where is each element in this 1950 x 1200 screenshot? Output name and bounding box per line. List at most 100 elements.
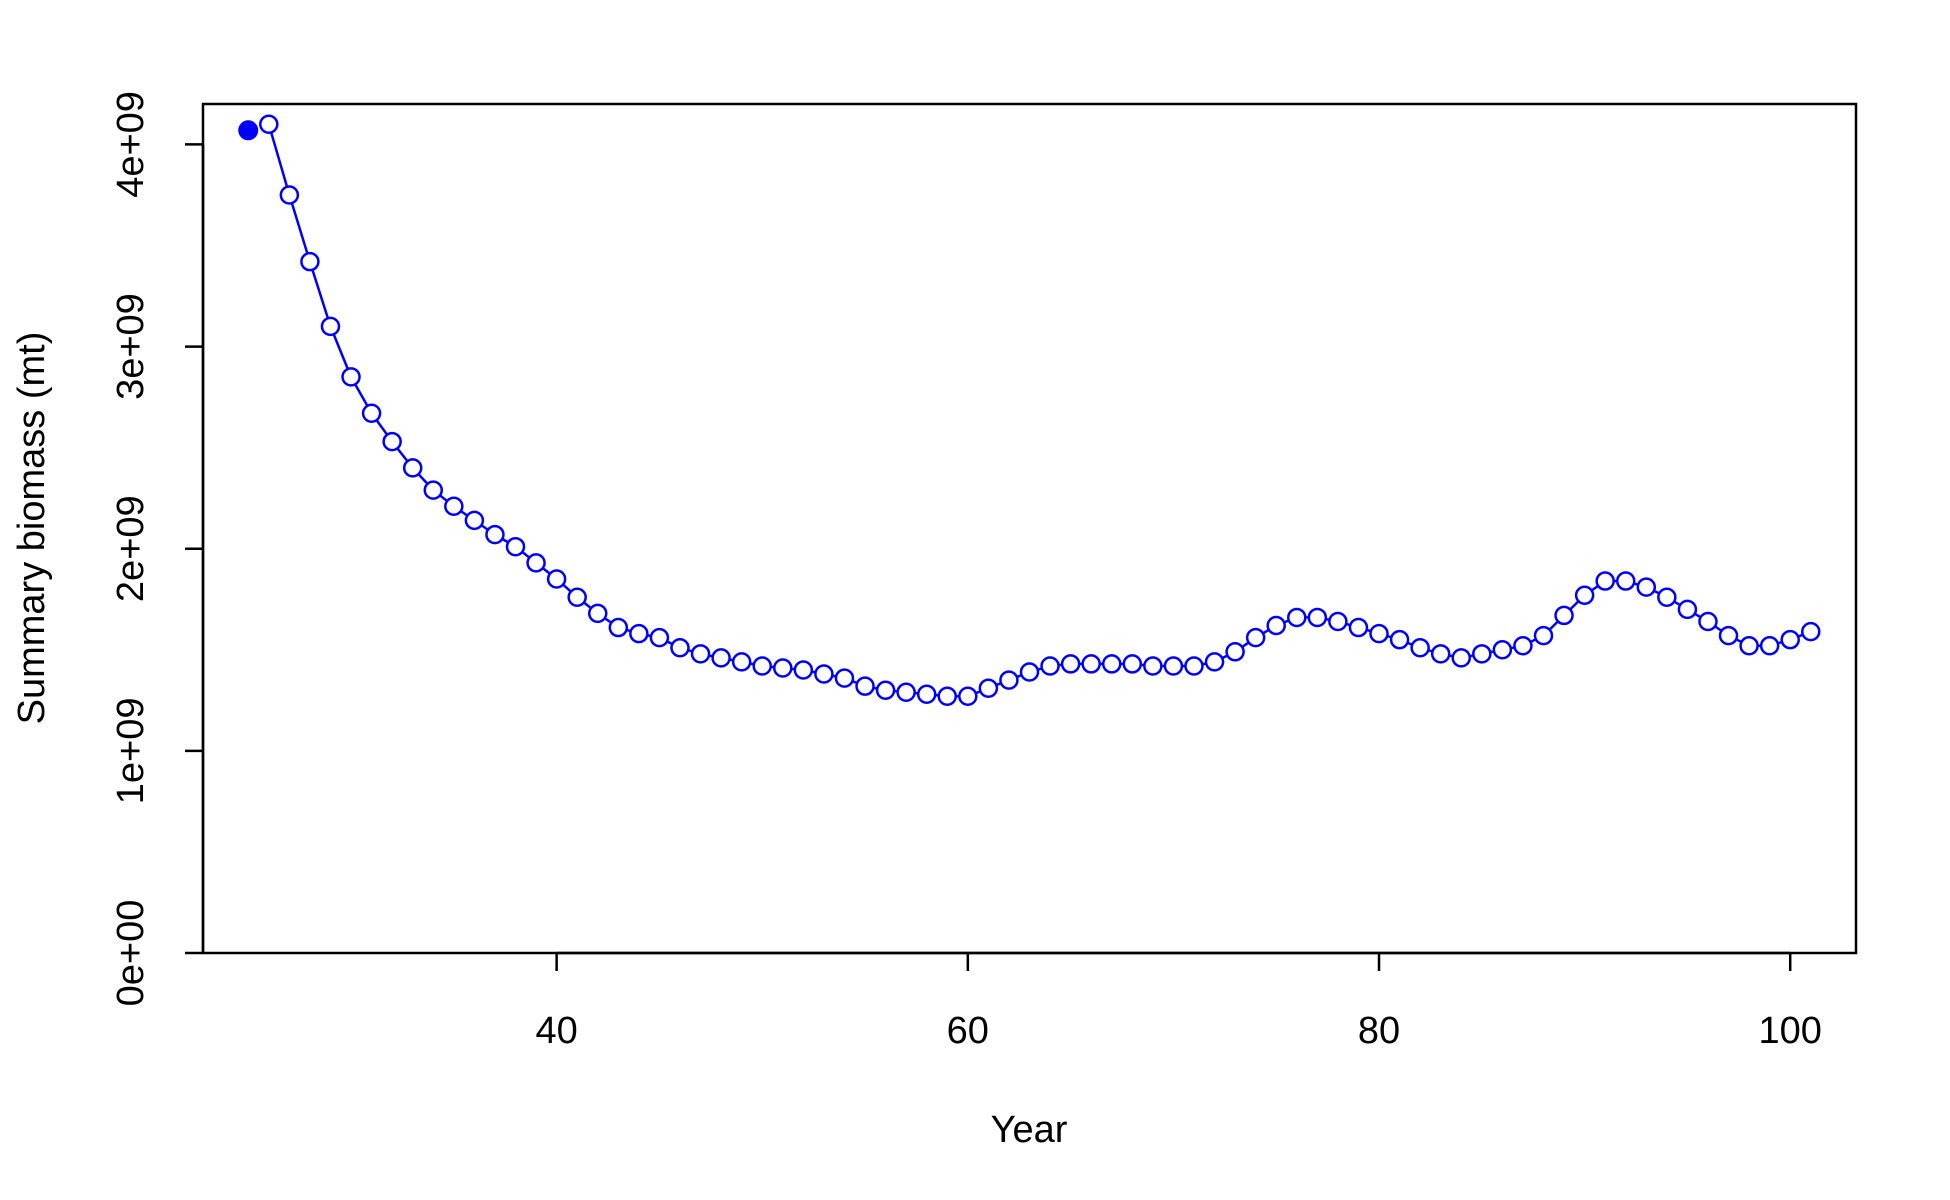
data-point xyxy=(1636,577,1657,597)
data-point xyxy=(670,638,690,658)
point-mask xyxy=(1349,619,1367,637)
point-mask xyxy=(712,649,730,667)
point-mask xyxy=(280,186,298,204)
point-mask xyxy=(1534,627,1552,645)
y-tick-label: 4e+09 xyxy=(110,91,152,198)
data-point xyxy=(896,682,916,702)
y-tick-label: 0e+00 xyxy=(110,900,152,1007)
data-point xyxy=(1204,652,1225,672)
point-mask xyxy=(1247,629,1265,647)
x-axis-title: Year xyxy=(991,1109,1068,1151)
data-point xyxy=(361,403,382,424)
point-mask xyxy=(1206,653,1224,671)
point-mask xyxy=(1555,606,1573,624)
point-mask xyxy=(671,639,689,657)
y-tick-label: 2e+09 xyxy=(110,495,152,602)
data-point xyxy=(1451,648,1472,668)
data-point xyxy=(752,656,772,676)
data-point xyxy=(1143,656,1163,676)
point-mask xyxy=(1802,623,1820,641)
data-point xyxy=(1615,571,1636,591)
point-mask xyxy=(1658,588,1676,606)
point-mask xyxy=(1144,657,1162,675)
data-point xyxy=(300,251,320,272)
data-point xyxy=(505,536,526,557)
data-point xyxy=(567,587,587,607)
point-mask xyxy=(527,554,545,572)
point-mask xyxy=(1288,608,1306,626)
point-mask xyxy=(321,317,339,335)
data-point xyxy=(1657,587,1677,607)
data-point xyxy=(1184,656,1204,676)
data-point xyxy=(382,431,402,452)
data-point xyxy=(855,676,875,696)
data-point xyxy=(1472,644,1492,664)
point-mask xyxy=(445,497,463,515)
data-point xyxy=(1718,625,1739,646)
data-point xyxy=(444,496,464,517)
data-point xyxy=(1348,617,1369,638)
data-point xyxy=(1554,605,1574,626)
data-point xyxy=(587,603,608,624)
series-layer xyxy=(238,114,1821,707)
data-point xyxy=(1369,623,1389,644)
data-point xyxy=(423,480,444,500)
point-mask xyxy=(1699,612,1717,630)
point-mask xyxy=(383,433,401,451)
data-point xyxy=(937,686,958,707)
point-mask xyxy=(1617,572,1635,590)
point-mask xyxy=(568,588,586,606)
point-mask xyxy=(1411,639,1429,657)
data-point xyxy=(546,569,567,589)
point-mask xyxy=(1596,572,1614,590)
x-tick-label: 40 xyxy=(535,1010,577,1052)
data-point xyxy=(1122,654,1143,674)
data-point xyxy=(999,670,1019,690)
data-point xyxy=(1430,644,1451,664)
point-mask xyxy=(630,625,648,643)
data-point xyxy=(1328,611,1348,632)
point-mask xyxy=(1452,649,1470,667)
data-point xyxy=(814,664,834,684)
data-point xyxy=(341,367,361,387)
point-mask xyxy=(1740,637,1758,655)
point-mask xyxy=(774,659,792,677)
data-point xyxy=(320,316,341,337)
data-point xyxy=(464,510,485,531)
point-mask xyxy=(507,538,525,556)
data-point xyxy=(793,660,814,680)
point-mask xyxy=(363,404,381,422)
data-point xyxy=(526,553,546,573)
point-mask xyxy=(1576,586,1594,604)
point-mask xyxy=(650,629,668,647)
point-mask xyxy=(1329,612,1347,630)
data-point xyxy=(1225,642,1245,662)
data-point xyxy=(1101,654,1122,674)
point-mask xyxy=(1062,655,1080,673)
point-mask xyxy=(1267,617,1285,635)
initial-point xyxy=(238,120,259,141)
point-mask xyxy=(692,645,710,663)
point-mask xyxy=(1637,578,1655,596)
data-point xyxy=(1574,585,1595,605)
point-mask xyxy=(1391,631,1409,649)
point-mask xyxy=(733,653,751,671)
point-mask xyxy=(753,657,771,675)
y-axis: 0e+00 1e+09 2e+09 3e+09 4e+09 xyxy=(110,91,205,1007)
data-point xyxy=(1389,629,1410,650)
y-axis-title: Summary biomass (mt) xyxy=(11,332,53,725)
point-mask xyxy=(301,253,319,271)
x-tick-label: 100 xyxy=(1759,1010,1822,1052)
data-point xyxy=(1513,635,1533,656)
data-point xyxy=(711,648,731,668)
data-point xyxy=(1287,607,1307,628)
x-tick-label: 80 xyxy=(1358,1010,1400,1052)
point-mask xyxy=(260,115,278,133)
point-mask xyxy=(835,669,853,687)
point-mask xyxy=(1164,657,1182,675)
point-mask xyxy=(856,677,874,695)
point-mask xyxy=(1514,637,1532,655)
data-point xyxy=(485,524,505,545)
point-mask xyxy=(609,619,627,637)
point-mask xyxy=(465,511,483,529)
